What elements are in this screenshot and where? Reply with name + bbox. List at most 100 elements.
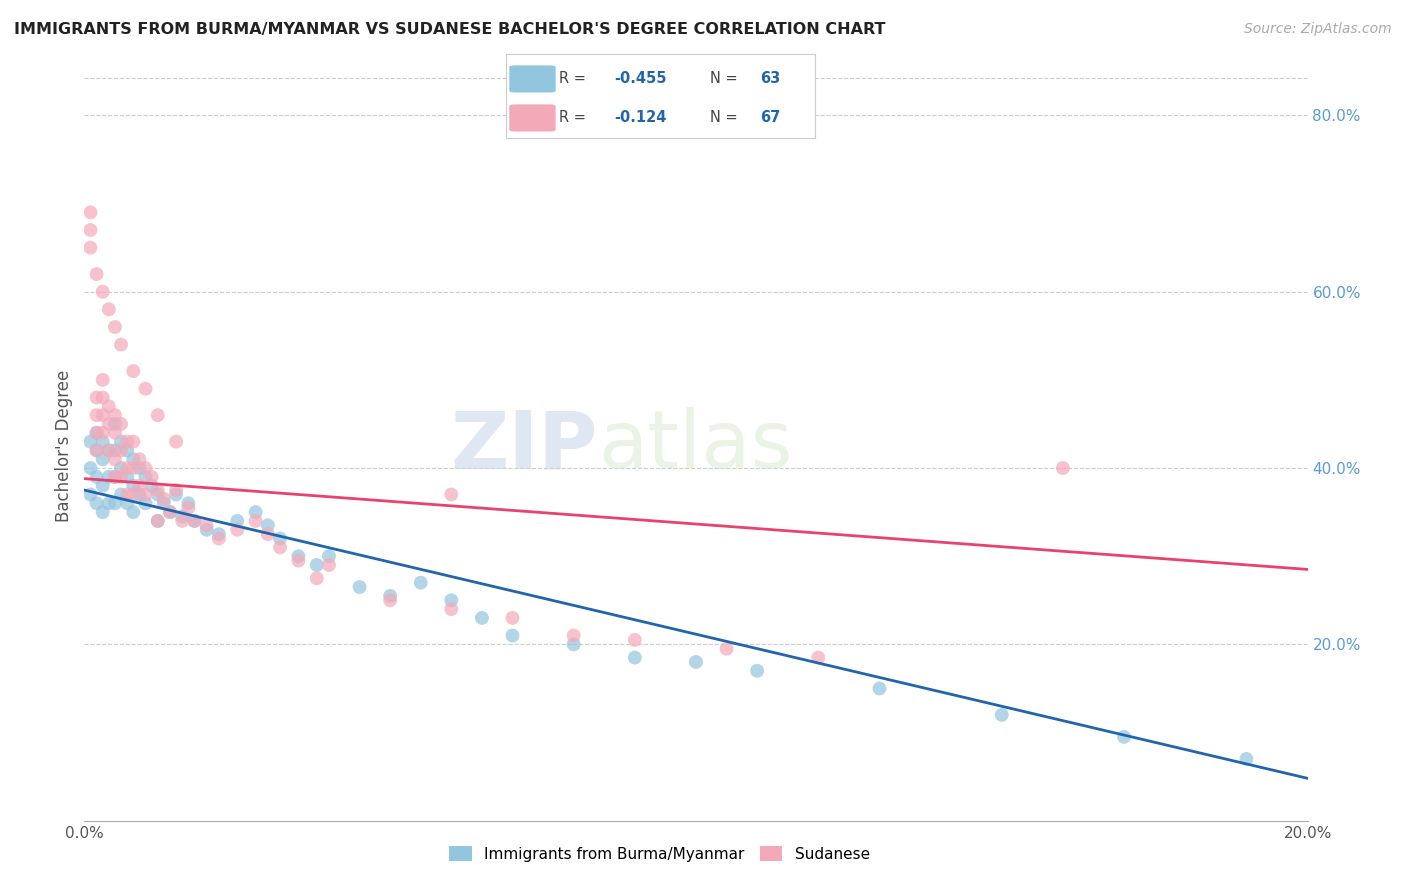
Point: [287, 549, 309, 564]
Point: [135, 382, 157, 396]
Point: [716, 641, 738, 656]
Point: [305, 571, 328, 585]
Point: [135, 461, 157, 475]
Point: [141, 470, 163, 484]
Point: [440, 593, 463, 607]
Point: [91, 505, 114, 519]
Point: [349, 580, 371, 594]
Point: [104, 320, 127, 334]
Point: [91, 478, 114, 492]
Text: -0.455: -0.455: [614, 71, 666, 87]
Point: [86, 267, 108, 281]
Point: [97, 496, 120, 510]
Point: [1236, 752, 1258, 766]
Point: [79, 241, 101, 255]
Point: [177, 500, 200, 515]
Point: [183, 514, 205, 528]
Point: [159, 505, 181, 519]
Point: [146, 514, 169, 528]
Point: [208, 532, 231, 546]
Point: [122, 434, 145, 449]
Point: [110, 443, 132, 458]
Point: [318, 558, 340, 572]
Point: [685, 655, 707, 669]
Point: [115, 434, 138, 449]
Point: [380, 593, 402, 607]
Text: N =: N =: [710, 71, 742, 87]
Point: [269, 532, 291, 546]
Point: [128, 478, 150, 492]
Point: [177, 496, 200, 510]
Point: [104, 496, 127, 510]
Point: [79, 434, 101, 449]
Point: [97, 417, 120, 431]
Point: [86, 408, 108, 422]
Point: [153, 496, 176, 510]
Point: [104, 470, 127, 484]
Point: [257, 518, 280, 533]
Point: [409, 575, 432, 590]
Point: [869, 681, 891, 696]
Point: [91, 425, 114, 440]
Point: [165, 434, 187, 449]
Point: [91, 285, 114, 299]
Point: [110, 337, 132, 351]
Text: -0.124: -0.124: [614, 111, 666, 126]
Point: [195, 523, 218, 537]
Point: [86, 425, 108, 440]
Point: [502, 628, 524, 642]
Point: [747, 664, 769, 678]
Point: [318, 549, 340, 564]
Point: [104, 408, 127, 422]
Point: [172, 509, 194, 524]
Point: [440, 487, 463, 501]
Point: [122, 452, 145, 467]
Text: ZIP: ZIP: [451, 407, 598, 485]
Point: [97, 443, 120, 458]
Point: [146, 483, 169, 497]
Point: [183, 514, 205, 528]
Point: [226, 514, 249, 528]
Point: [110, 417, 132, 431]
Point: [195, 518, 218, 533]
Point: [79, 487, 101, 501]
Point: [807, 650, 830, 665]
Point: [1052, 461, 1074, 475]
Point: [562, 637, 585, 651]
Text: N =: N =: [710, 111, 742, 126]
Text: 63: 63: [759, 71, 780, 87]
Point: [110, 434, 132, 449]
Point: [97, 470, 120, 484]
Point: [1114, 730, 1136, 744]
Point: [287, 553, 309, 567]
Point: [135, 487, 157, 501]
FancyBboxPatch shape: [509, 104, 555, 131]
Point: [104, 443, 127, 458]
Point: [91, 391, 114, 405]
Point: [97, 400, 120, 414]
Point: [115, 443, 138, 458]
Point: [226, 523, 249, 537]
Point: [471, 611, 494, 625]
Point: [110, 461, 132, 475]
Point: [208, 527, 231, 541]
Point: [79, 223, 101, 237]
Y-axis label: Bachelor's Degree: Bachelor's Degree: [55, 370, 73, 522]
Point: [110, 470, 132, 484]
Point: [91, 373, 114, 387]
Point: [305, 558, 328, 572]
Text: 67: 67: [759, 111, 780, 126]
Point: [128, 461, 150, 475]
Point: [624, 632, 647, 647]
Point: [86, 443, 108, 458]
Point: [104, 417, 127, 431]
Point: [115, 487, 138, 501]
Point: [562, 628, 585, 642]
Point: [91, 434, 114, 449]
Point: [135, 496, 157, 510]
Point: [122, 364, 145, 378]
Point: [165, 487, 187, 501]
Point: [153, 491, 176, 506]
Point: [440, 602, 463, 616]
Point: [115, 470, 138, 484]
